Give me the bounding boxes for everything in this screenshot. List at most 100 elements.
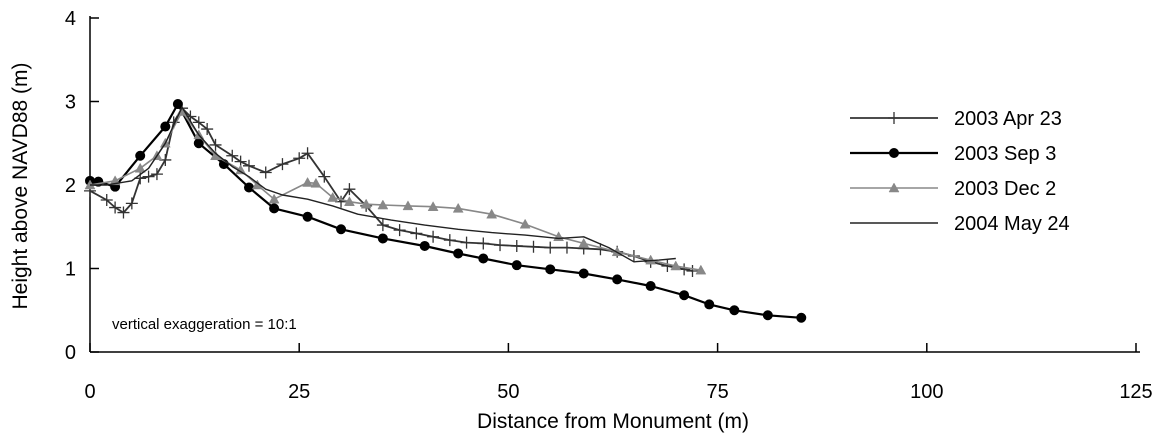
data-point [578, 268, 589, 279]
data-point [645, 281, 656, 292]
data-point [410, 227, 423, 240]
data-point [612, 274, 623, 285]
legend-item: 2004 May 24 [850, 213, 1070, 235]
legend: 2003 Apr 23 2003 Sep 3 2003 Dec 2 2004 May … [850, 108, 1070, 235]
data-point [377, 199, 389, 210]
data-point [242, 159, 255, 172]
data-point [460, 236, 473, 249]
data-point [511, 260, 522, 271]
data-point [269, 203, 280, 214]
plot-area [84, 99, 807, 323]
data-point [360, 198, 372, 209]
data-point [125, 197, 138, 210]
data-point [578, 237, 590, 248]
data-point [142, 170, 155, 183]
data-point [670, 260, 682, 271]
data-point [729, 305, 740, 316]
data-point [150, 168, 163, 181]
series-4 [90, 106, 676, 263]
x-tick-label: 0 [84, 381, 95, 403]
data-point [377, 233, 388, 244]
data-point [545, 264, 556, 275]
data-point [686, 265, 699, 278]
legend-label: 2003 Dec 2 [954, 178, 1056, 200]
data-point [453, 248, 464, 259]
data-point [160, 121, 171, 132]
data-point [301, 147, 314, 160]
data-point [226, 149, 239, 162]
series-line [89, 107, 693, 272]
x-tick-label: 100 [910, 381, 943, 403]
legend-label: 2004 May 24 [954, 213, 1070, 235]
data-point [796, 312, 807, 323]
data-point [336, 224, 347, 235]
series-3 [84, 106, 707, 275]
data-point [560, 241, 573, 254]
legend-label: 2003 Sep 3 [954, 143, 1056, 165]
legend-label: 2003 Apr 23 [954, 108, 1062, 130]
data-point [704, 299, 715, 310]
data-point [443, 234, 456, 247]
data-point [762, 310, 773, 321]
data-point [478, 253, 489, 264]
data-point [402, 200, 414, 211]
data-point [117, 206, 130, 219]
data-point [109, 201, 122, 214]
data-point [209, 138, 222, 151]
data-point [343, 196, 355, 206]
series-line [89, 110, 702, 271]
data-point [276, 158, 289, 171]
data-point [376, 219, 389, 232]
x-tick-label: 75 [706, 381, 728, 403]
data-point [318, 170, 331, 183]
data-point [888, 112, 900, 124]
annotation-text: vertical exaggeration = 10:1 [112, 316, 297, 333]
data-point [343, 183, 356, 196]
data-point [135, 150, 146, 161]
data-point [134, 162, 146, 173]
series-2 [85, 99, 807, 323]
data-point [889, 148, 899, 158]
data-point [544, 241, 557, 254]
data-point [419, 240, 430, 251]
data-point [519, 218, 531, 229]
data-point [661, 259, 674, 272]
data-point [293, 152, 306, 165]
data-point [486, 208, 498, 219]
data-point [192, 116, 205, 129]
data-point [510, 239, 523, 252]
data-point [259, 166, 272, 179]
data-point [679, 290, 690, 301]
y-tick-label: 2 [65, 175, 76, 197]
data-point [888, 182, 900, 193]
axes: 0 25 50 75 100 125 0 1 2 3 4 [65, 8, 1153, 403]
series-1 [84, 102, 699, 278]
legend-item: 2003 Dec 2 [850, 178, 1056, 200]
data-point [427, 230, 440, 243]
data-point [243, 182, 254, 193]
y-axis-label: Height above NAVD88 (m) [9, 62, 32, 309]
data-point [695, 264, 707, 275]
x-tick-label: 125 [1119, 381, 1152, 403]
data-point [327, 192, 339, 202]
x-axis-label: Distance from Monument (m) [477, 410, 749, 433]
y-tick-label: 0 [65, 342, 76, 364]
y-tick-label: 4 [65, 8, 76, 30]
y-tick-label: 3 [65, 92, 76, 114]
data-point [527, 240, 540, 253]
data-point [427, 201, 439, 211]
series-line [90, 106, 676, 263]
x-tick-label: 50 [497, 381, 519, 403]
data-point [452, 202, 464, 213]
x-tick-label: 25 [288, 381, 310, 403]
y-tick-label: 1 [65, 259, 76, 281]
legend-item: 2003 Sep 3 [850, 143, 1056, 165]
data-point [494, 239, 507, 252]
data-point [172, 99, 183, 110]
data-point [100, 194, 113, 207]
data-point [645, 254, 657, 265]
data-point [268, 193, 280, 204]
data-point [302, 211, 313, 222]
data-point [302, 176, 313, 187]
